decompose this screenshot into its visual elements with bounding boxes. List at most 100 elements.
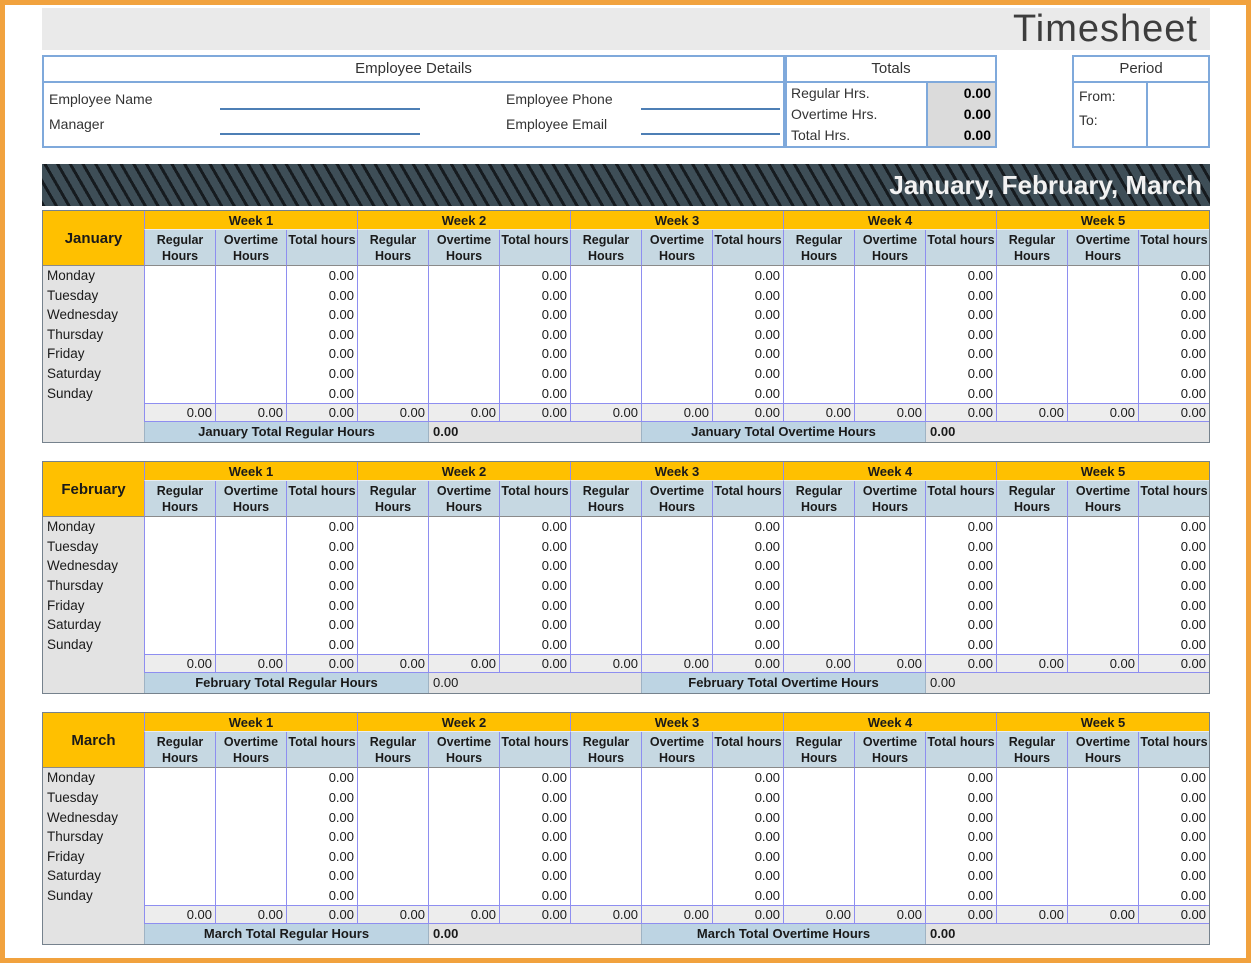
hours-input-cell[interactable] [357,285,428,306]
hours-input-cell[interactable] [854,324,925,345]
hours-input-cell[interactable] [641,363,712,384]
hours-input-cell[interactable] [783,866,854,886]
hours-input-cell[interactable] [996,383,1067,404]
hours-input-cell[interactable] [854,517,925,537]
hours-input-cell[interactable] [357,344,428,364]
hours-input-cell[interactable] [357,556,428,576]
hours-input-cell[interactable] [996,846,1067,867]
employee-phone-field[interactable] [641,87,780,110]
hours-input-cell[interactable] [996,363,1067,384]
hours-input-cell[interactable] [854,787,925,808]
hours-input-cell[interactable] [854,556,925,576]
hours-input-cell[interactable] [996,575,1067,596]
hours-input-cell[interactable] [144,517,215,537]
hours-input-cell[interactable] [215,768,286,788]
hours-input-cell[interactable] [144,885,215,906]
employee-email-field[interactable] [641,112,780,135]
hours-input-cell[interactable] [357,866,428,886]
hours-input-cell[interactable] [783,285,854,306]
hours-input-cell[interactable] [428,787,499,808]
hours-input-cell[interactable] [641,556,712,576]
hours-input-cell[interactable] [854,885,925,906]
hours-input-cell[interactable] [428,363,499,384]
hours-input-cell[interactable] [996,827,1067,847]
hours-input-cell[interactable] [570,807,641,828]
hours-input-cell[interactable] [783,324,854,345]
hours-input-cell[interactable] [428,615,499,635]
hours-input-cell[interactable] [215,787,286,808]
hours-input-cell[interactable] [783,575,854,596]
hours-input-cell[interactable] [144,305,215,325]
hours-input-cell[interactable] [215,556,286,576]
hours-input-cell[interactable] [996,634,1067,655]
hours-input-cell[interactable] [783,615,854,635]
hours-input-cell[interactable] [144,787,215,808]
hours-input-cell[interactable] [357,266,428,286]
hours-input-cell[interactable] [144,634,215,655]
hours-input-cell[interactable] [428,305,499,325]
hours-input-cell[interactable] [783,305,854,325]
hours-input-cell[interactable] [428,866,499,886]
employee-name-field[interactable] [220,87,420,110]
hours-input-cell[interactable] [1067,885,1138,906]
hours-input-cell[interactable] [215,634,286,655]
hours-input-cell[interactable] [854,768,925,788]
hours-input-cell[interactable] [357,807,428,828]
hours-input-cell[interactable] [428,344,499,364]
hours-input-cell[interactable] [1067,344,1138,364]
hours-input-cell[interactable] [1067,536,1138,557]
hours-input-cell[interactable] [428,807,499,828]
hours-input-cell[interactable] [357,517,428,537]
hours-input-cell[interactable] [1067,846,1138,867]
hours-input-cell[interactable] [854,575,925,596]
hours-input-cell[interactable] [144,383,215,404]
hours-input-cell[interactable] [357,634,428,655]
hours-input-cell[interactable] [428,536,499,557]
hours-input-cell[interactable] [641,885,712,906]
hours-input-cell[interactable] [996,536,1067,557]
hours-input-cell[interactable] [783,846,854,867]
hours-input-cell[interactable] [996,866,1067,886]
hours-input-cell[interactable] [996,556,1067,576]
hours-input-cell[interactable] [428,517,499,537]
hours-input-cell[interactable] [854,866,925,886]
hours-input-cell[interactable] [1067,634,1138,655]
hours-input-cell[interactable] [996,517,1067,537]
hours-input-cell[interactable] [428,383,499,404]
hours-input-cell[interactable] [144,363,215,384]
hours-input-cell[interactable] [215,266,286,286]
hours-input-cell[interactable] [144,266,215,286]
hours-input-cell[interactable] [144,827,215,847]
hours-input-cell[interactable] [641,517,712,537]
hours-input-cell[interactable] [641,285,712,306]
hours-input-cell[interactable] [641,266,712,286]
hours-input-cell[interactable] [1067,556,1138,576]
hours-input-cell[interactable] [144,768,215,788]
hours-input-cell[interactable] [570,363,641,384]
hours-input-cell[interactable] [1067,827,1138,847]
hours-input-cell[interactable] [144,344,215,364]
hours-input-cell[interactable] [357,827,428,847]
hours-input-cell[interactable] [641,634,712,655]
hours-input-cell[interactable] [570,615,641,635]
hours-input-cell[interactable] [1067,517,1138,537]
hours-input-cell[interactable] [783,768,854,788]
hours-input-cell[interactable] [144,807,215,828]
hours-input-cell[interactable] [144,866,215,886]
hours-input-cell[interactable] [641,846,712,867]
hours-input-cell[interactable] [854,846,925,867]
hours-input-cell[interactable] [641,787,712,808]
hours-input-cell[interactable] [996,768,1067,788]
hours-input-cell[interactable] [1067,595,1138,616]
hours-input-cell[interactable] [215,615,286,635]
hours-input-cell[interactable] [428,768,499,788]
hours-input-cell[interactable] [783,595,854,616]
hours-input-cell[interactable] [641,595,712,616]
hours-input-cell[interactable] [570,885,641,906]
hours-input-cell[interactable] [783,266,854,286]
hours-input-cell[interactable] [783,344,854,364]
hours-input-cell[interactable] [570,536,641,557]
hours-input-cell[interactable] [783,536,854,557]
hours-input-cell[interactable] [144,285,215,306]
hours-input-cell[interactable] [215,827,286,847]
